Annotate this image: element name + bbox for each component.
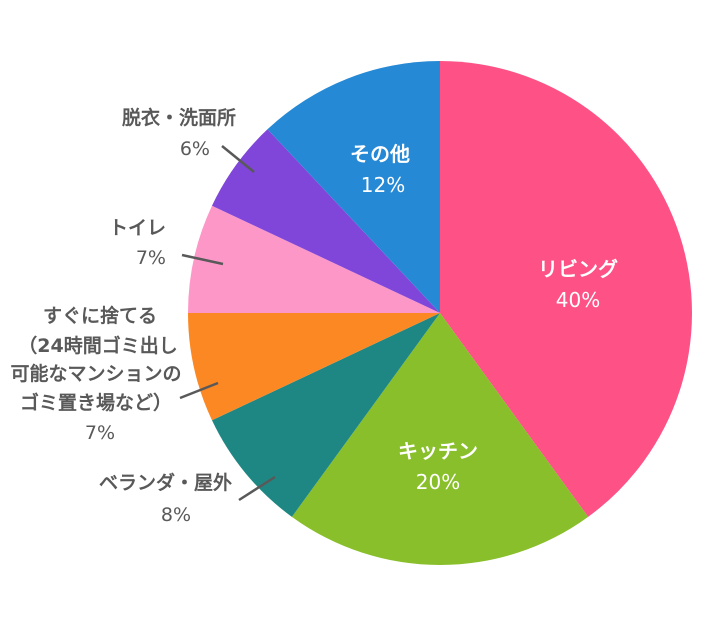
slice-pct-toilet: 7%	[136, 247, 166, 269]
pie-slice-veranda	[211, 313, 440, 517]
slice-label-sugu-line1: すぐに捨てる	[43, 304, 157, 327]
slice-label-sugu-line3: 可能なマンションの	[10, 362, 181, 385]
pie-slices	[188, 61, 692, 565]
slice-pct-datsui: 6%	[180, 138, 210, 160]
pie-slice-sugu	[188, 313, 440, 421]
slice-pct-sugu: 7%	[85, 422, 115, 444]
slice-label-toilet: トイレ	[109, 217, 166, 239]
slice-label-living: リビング	[538, 257, 618, 281]
leader-line-sugu	[179, 381, 219, 400]
pie-slice-kitchen	[291, 313, 589, 565]
slice-pct-living: 40%	[556, 288, 600, 312]
slice-pct-veranda: 8%	[161, 504, 191, 526]
slice-label-sugu-line4: ゴミ置き場など）	[20, 391, 172, 414]
slice-label-veranda: ベランダ・屋外	[99, 471, 232, 494]
slice-label-kitchen: キッチン	[398, 439, 478, 463]
slice-label-sugu-line2: （24時間ゴミ出し	[18, 334, 177, 357]
pie-slice-datsui	[211, 129, 440, 313]
leader-line-veranda	[238, 475, 276, 502]
slice-label-datsui: 脱衣・洗面所	[122, 106, 236, 129]
leader-line-toilet	[181, 253, 224, 266]
pie-slice-toilet	[188, 205, 440, 313]
pie-slice-other	[267, 61, 440, 313]
slice-pct-other: 12%	[361, 173, 405, 197]
pie-slice-living	[440, 61, 692, 517]
slice-label-other: その他	[350, 142, 410, 166]
leader-line-datsui	[221, 145, 255, 173]
slice-pct-kitchen: 20%	[416, 470, 460, 494]
